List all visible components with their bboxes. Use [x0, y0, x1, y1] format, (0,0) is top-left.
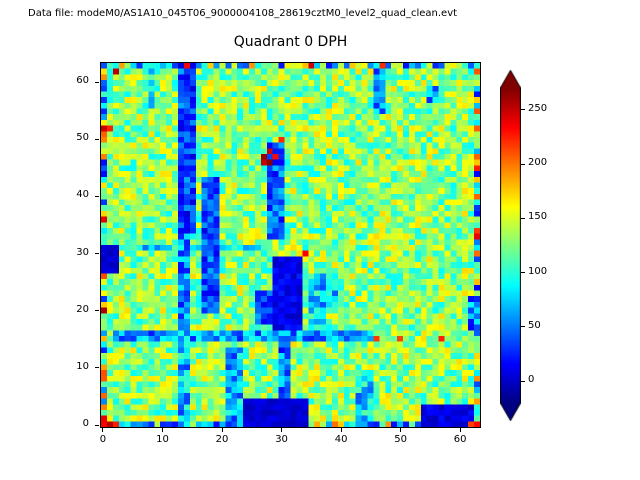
y-tick-mark: [95, 195, 99, 197]
y-tick-label: 40: [76, 189, 89, 201]
colorbar-tick-mark: [521, 272, 525, 274]
y-tick-mark: [95, 81, 99, 83]
x-tick-label: 60: [453, 434, 467, 445]
colorbar: [500, 70, 521, 421]
x-tick-label: 50: [394, 434, 407, 445]
x-tick-label: 30: [275, 434, 288, 445]
x-tick-mark: [340, 428, 342, 432]
colorbar-tick-label: 150: [528, 211, 548, 223]
y-tick-mark: [95, 367, 99, 369]
y-tick-label: 60: [76, 75, 89, 87]
colorbar-tick-label: 0: [528, 374, 535, 386]
x-tick-label: 0: [99, 434, 107, 445]
y-tick-label: 50: [76, 132, 89, 144]
x-tick-mark: [459, 428, 461, 432]
colorbar-tick-mark: [521, 163, 525, 165]
data-file-annotation: Data file: modeM0/AS1A10_045T06_90000041…: [28, 8, 458, 19]
colorbar-tick-label: 100: [528, 265, 548, 277]
y-tick-mark: [95, 424, 99, 426]
colorbar-tick-label: 250: [528, 102, 548, 114]
x-tick-mark: [400, 428, 402, 432]
x-tick-label: 10: [156, 434, 169, 445]
heatmap-canvas: [101, 63, 480, 427]
y-tick-label: 10: [76, 360, 89, 372]
colorbar-tick-label: 50: [528, 319, 541, 331]
y-tick-label: 0: [82, 418, 89, 430]
x-tick-label: 20: [215, 434, 229, 445]
colorbar-tick-mark: [521, 326, 525, 328]
y-tick-label: 30: [76, 246, 89, 258]
y-tick-mark: [95, 253, 99, 255]
y-tick-label: 20: [76, 303, 89, 315]
x-tick-label: 40: [334, 434, 348, 445]
chart-title: Quadrant 0 DPH: [233, 34, 348, 50]
x-tick-mark: [221, 428, 223, 432]
colorbar-tick-mark: [521, 217, 525, 219]
colorbar-tick-mark: [521, 380, 525, 382]
y-tick-mark: [95, 310, 99, 312]
y-tick-mark: [95, 138, 99, 140]
colorbar-tick-label: 200: [528, 157, 548, 169]
x-tick-mark: [162, 428, 163, 432]
heatmap-plot: [100, 62, 481, 428]
colorbar-tick-mark: [521, 109, 525, 111]
x-tick-mark: [102, 428, 104, 432]
x-tick-mark: [281, 428, 283, 432]
